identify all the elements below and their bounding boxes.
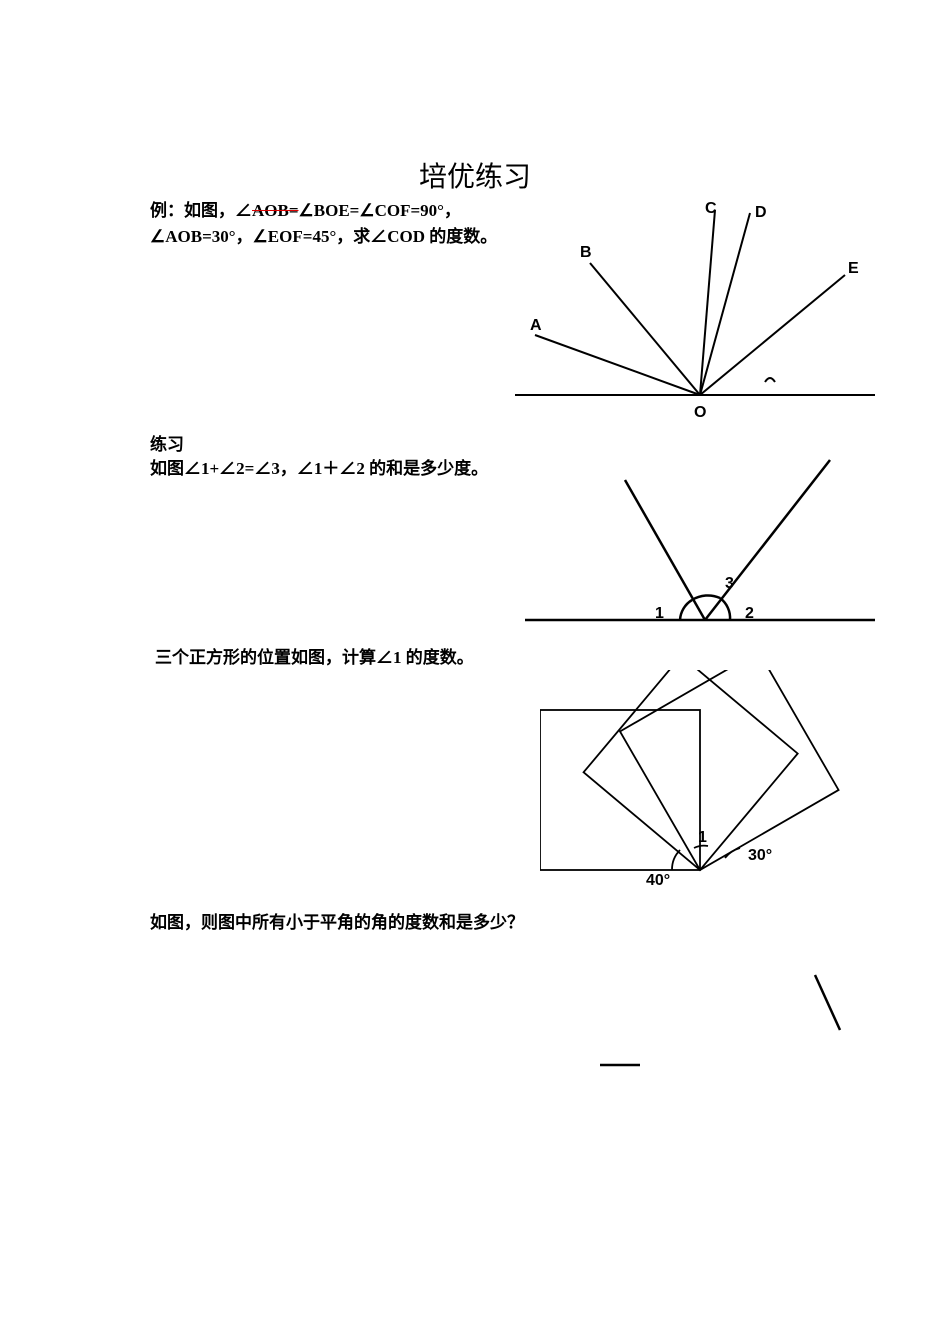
example-text: 例：如图，∠AOB=∠BOE=∠COF=90°， ∠AOB=30°，∠EOF=4… — [150, 198, 497, 249]
svg-text:E: E — [848, 260, 859, 277]
p3-text: 如图，则图中所有小于平角的角的度数和是多少？ — [150, 910, 524, 936]
svg-text:2: 2 — [745, 605, 754, 622]
svg-text:O: O — [694, 404, 706, 421]
svg-text:3: 3 — [725, 575, 734, 592]
svg-text:C: C — [705, 200, 717, 217]
example-figure: A B C D E O — [510, 195, 880, 425]
p1-figure: 1 2 3 — [520, 450, 880, 635]
page-title: 培优练习 — [0, 155, 950, 195]
example-line1-pre: 例：如图，∠ — [150, 201, 252, 220]
p1-heading: 练习 — [150, 432, 184, 458]
svg-text:D: D — [755, 204, 767, 221]
svg-text:1: 1 — [655, 605, 664, 622]
example-line1-strike: AOB= — [252, 201, 299, 220]
p2-figure: 40° 30° 1 — [540, 670, 880, 890]
p2-text: 三个正方形的位置如图，计算∠1 的度数。 — [155, 645, 474, 671]
example-line1-post: ∠BOE=∠COF=90°， — [299, 201, 461, 220]
example-line2: ∠AOB=30°，∠EOF=45°，求∠COD 的度数。 — [150, 227, 497, 246]
p2-left-angle-label: 40° — [646, 872, 670, 889]
p2-right-angle-label: 30° — [748, 847, 772, 864]
p2-apex-label: 1 — [698, 829, 707, 846]
svg-text:A: A — [530, 317, 542, 334]
p3-figure — [560, 960, 860, 1080]
p1-text: 如图∠1+∠2=∠3，∠1＋∠2 的和是多少度。 — [150, 456, 488, 482]
svg-text:B: B — [580, 244, 592, 261]
